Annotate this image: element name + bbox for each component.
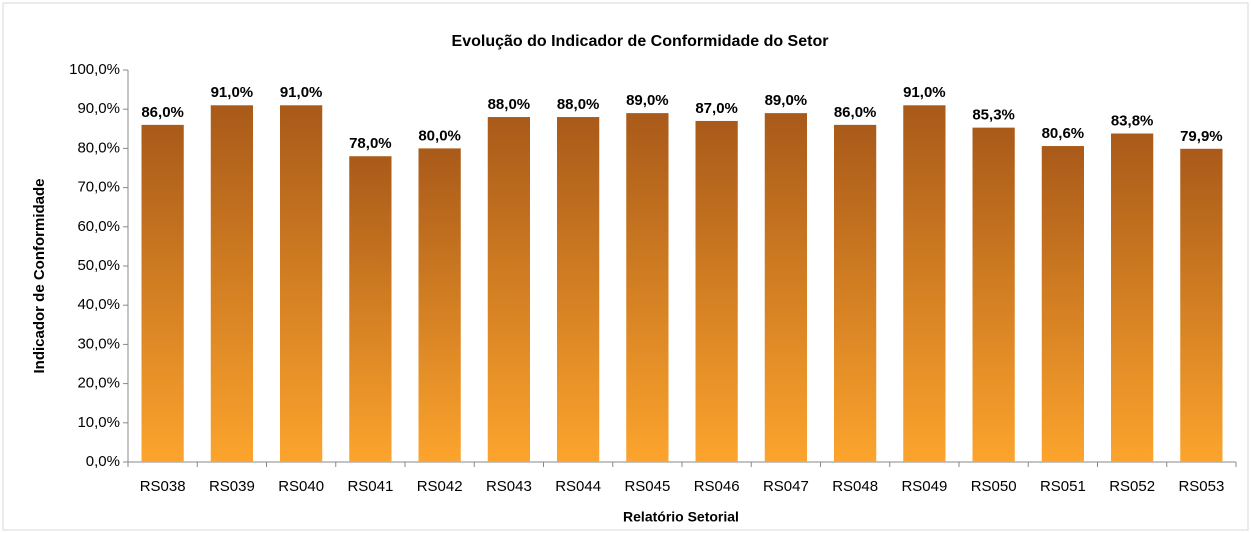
- x-axis-label: Relatório Setorial: [623, 509, 739, 525]
- data-label: 86,0%: [834, 104, 877, 121]
- bar: [834, 124, 877, 462]
- bar: [487, 117, 530, 462]
- bar: [972, 127, 1015, 463]
- bar: [280, 105, 323, 462]
- data-label: 85,3%: [972, 107, 1015, 124]
- x-tick-label: RS043: [486, 478, 532, 495]
- data-label: 89,0%: [626, 92, 669, 109]
- data-label: 79,9%: [1180, 128, 1223, 145]
- y-tick-label: 10,0%: [77, 414, 120, 431]
- bar: [903, 105, 946, 462]
- bar: [210, 105, 253, 462]
- x-tick-label: RS041: [347, 478, 393, 495]
- bar: [1041, 146, 1084, 462]
- bar: [557, 117, 600, 462]
- bar: [141, 124, 184, 462]
- y-tick-label: 30,0%: [77, 335, 120, 352]
- y-tick-label: 20,0%: [77, 375, 120, 392]
- x-tick-label: RS039: [209, 478, 255, 495]
- data-label: 80,6%: [1042, 125, 1085, 142]
- y-tick-label: 40,0%: [77, 296, 120, 313]
- y-axis-label: Indicador de Conformidade: [31, 178, 48, 373]
- bar: [695, 120, 738, 463]
- x-tick-label: RS042: [417, 478, 463, 495]
- y-tick-label: 0,0%: [86, 453, 120, 470]
- bar: [1180, 148, 1223, 463]
- x-tick-label: RS051: [1040, 478, 1086, 495]
- data-label: 87,0%: [695, 100, 738, 117]
- data-label: 91,0%: [280, 84, 323, 101]
- x-tick-label: RS047: [763, 478, 809, 495]
- y-tick-label: 70,0%: [77, 179, 120, 196]
- data-label: 80,0%: [418, 127, 461, 144]
- bar: [418, 148, 461, 462]
- bar: [626, 113, 669, 463]
- x-tick-label: RS052: [1109, 478, 1155, 495]
- data-label: 91,0%: [903, 84, 946, 101]
- data-label: 88,0%: [488, 96, 531, 113]
- x-tick-label: RS053: [1178, 478, 1224, 495]
- bar: [349, 156, 392, 463]
- x-tick-label: RS049: [901, 478, 947, 495]
- x-tick-label: RS050: [971, 478, 1017, 495]
- data-label: 83,8%: [1111, 112, 1154, 129]
- y-tick-label: 50,0%: [77, 257, 120, 274]
- x-tick-label: RS040: [278, 478, 324, 495]
- x-tick-label: RS038: [140, 478, 186, 495]
- y-tick-label: 80,0%: [77, 139, 120, 156]
- y-tick-label: 100,0%: [69, 61, 120, 78]
- data-label: 78,0%: [349, 135, 392, 152]
- data-label: 88,0%: [557, 96, 600, 113]
- y-tick-label: 90,0%: [77, 100, 120, 117]
- x-tick-label: RS044: [555, 478, 601, 495]
- x-tick-label: RS046: [694, 478, 740, 495]
- data-label: 91,0%: [211, 84, 254, 101]
- data-label: 86,0%: [141, 104, 184, 121]
- x-tick-label: RS048: [832, 478, 878, 495]
- y-tick-label: 60,0%: [77, 218, 120, 235]
- data-label: 89,0%: [765, 92, 808, 109]
- bar: [764, 113, 807, 463]
- x-tick-label: RS045: [624, 478, 670, 495]
- chart-title: Evolução do Indicador de Conformidade do…: [452, 33, 829, 50]
- bar: [1111, 133, 1154, 462]
